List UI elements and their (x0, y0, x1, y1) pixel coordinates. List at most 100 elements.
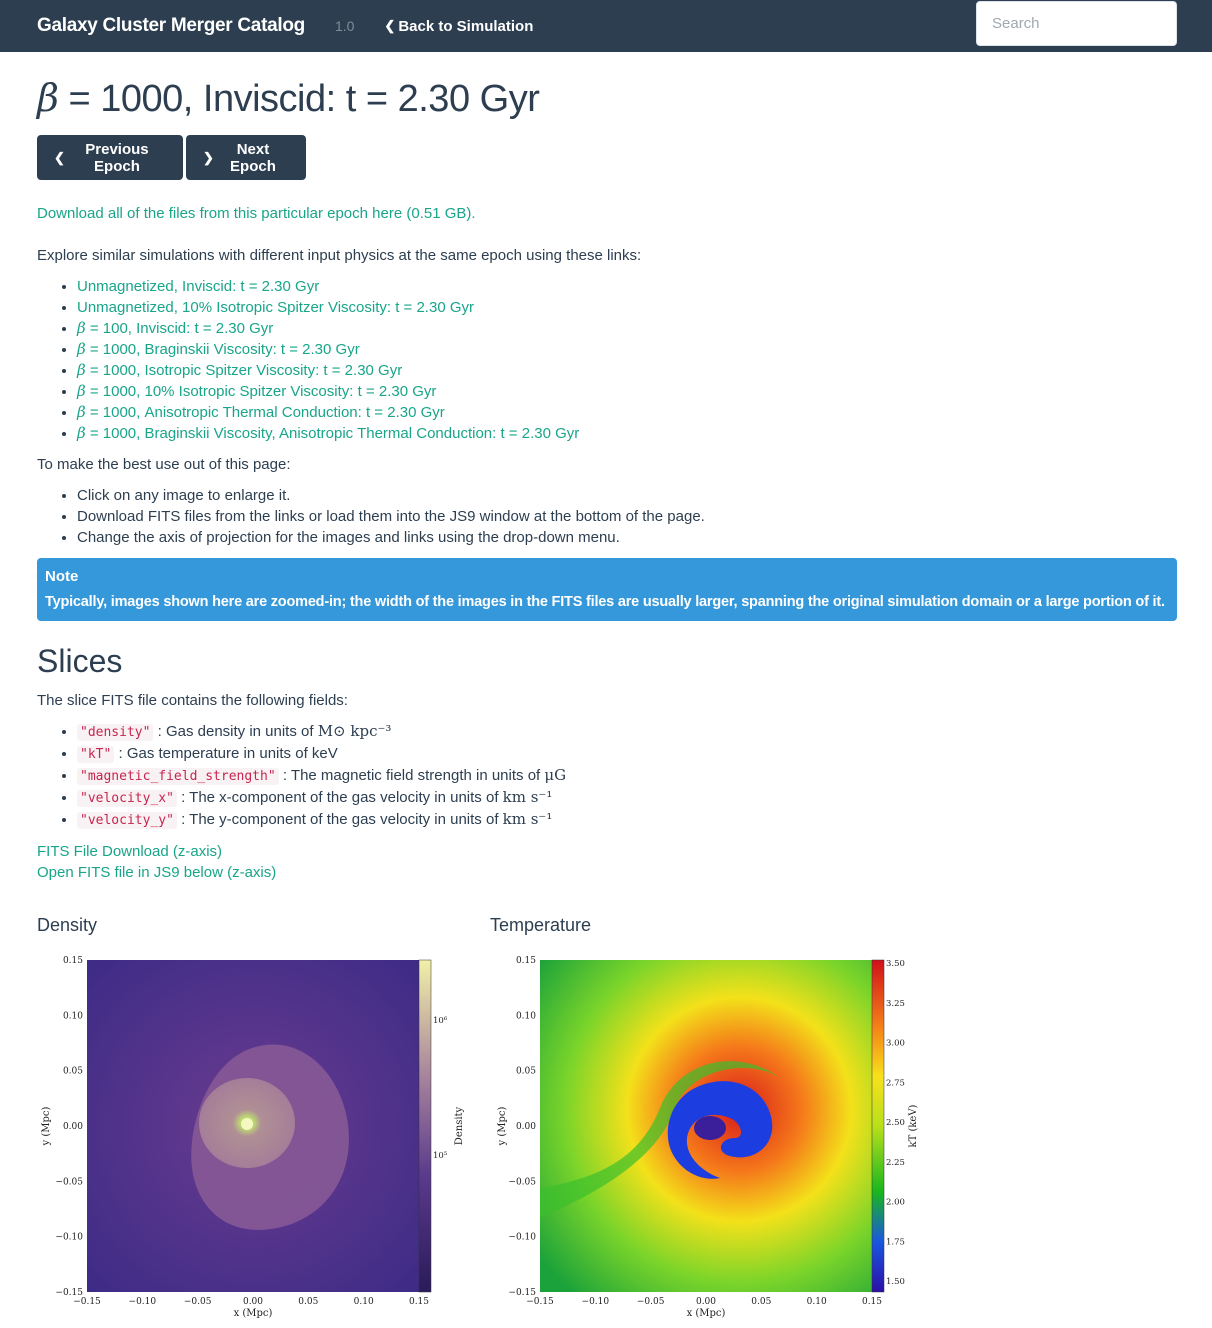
note-box: Note Typically, images shown here are zo… (37, 558, 1177, 621)
chevron-left-icon: ❮ (54, 149, 65, 165)
top-navbar: Galaxy Cluster Merger Catalog 1.0 ❮ Back… (0, 0, 1212, 52)
density-y-tick: 0.10 (63, 1011, 83, 1021)
density-title: Density (37, 915, 98, 935)
slices-intro: The slice FITS file contains the followi… (37, 692, 348, 709)
temperature-panel[interactable]: Temperature (490, 908, 940, 1328)
temperature-colorbar-tick: 3.00 (886, 1039, 905, 1049)
similar-simulation-link[interactable]: β = 1000, Braginskii Viscosity, Anisotro… (77, 424, 580, 442)
field-description: : Gas temperature in units of keV (114, 745, 338, 762)
temperature-colorbar-tick: 2.50 (886, 1118, 905, 1128)
tip-item: Download FITS files from the links or lo… (77, 506, 1177, 527)
temperature-colorbar-tick: 2.00 (886, 1198, 905, 1208)
similar-simulations-list: Unmagnetized, Inviscid: t = 2.30 Gyr Unma… (37, 276, 1177, 444)
search-input[interactable] (976, 1, 1177, 46)
tip-item: Change the axis of projection for the im… (77, 527, 1177, 548)
similar-simulation-item: β = 1000, Isotropic Spitzer Viscosity: t… (77, 360, 1177, 381)
similar-simulation-item: β = 1000, Braginskii Viscosity, Anisotro… (77, 423, 1177, 444)
density-x-tick: −0.15 (73, 1297, 101, 1307)
field-code: "velocity_x" (77, 790, 177, 807)
field-code: "velocity_y" (77, 812, 177, 829)
density-y-tick: 0.00 (63, 1122, 83, 1132)
similar-simulation-item: β = 1000, Braginskii Viscosity: t = 2.30… (77, 339, 1177, 360)
density-y-tick: −0.05 (55, 1177, 83, 1187)
temperature-cold-front (667, 1081, 773, 1179)
temperature-plot: −0.15 −0.10 −0.05 0.00 0.05 0.10 0.15 0.15 0.10… (497, 956, 919, 1319)
density-ylabel: y (Mpc) (41, 1106, 52, 1146)
temperature-colorbar-tick: 1.75 (886, 1237, 905, 1247)
similar-simulation-item: Unmagnetized, 10% Isotropic Spitzer Visc… (77, 297, 1177, 318)
field-item: "kT" : Gas temperature in units of keV (77, 743, 1177, 765)
temperature-x-tick: 0.10 (807, 1297, 827, 1307)
back-to-simulation-link[interactable]: ❮ Back to Simulation (384, 18, 533, 35)
field-item: "velocity_x" : The x-component of the ga… (77, 787, 1177, 809)
field-item: "magnetic_field_strength" : The magnetic… (77, 765, 1177, 787)
temperature-ylabel: y (Mpc) (497, 1106, 508, 1146)
temperature-y-tick: 0.00 (516, 1122, 536, 1132)
field-description: : The y-component of the gas velocity in… (176, 811, 503, 828)
similar-simulation-item: β = 100, Inviscid: t = 2.30 Gyr (77, 318, 1177, 339)
temperature-title: Temperature (490, 915, 592, 935)
temperature-x-tick: 0.15 (862, 1297, 882, 1307)
density-peak (241, 1118, 253, 1130)
similar-simulation-link[interactable]: β = 1000, 10% Isotropic Spitzer Viscosit… (77, 382, 437, 400)
brand-link[interactable]: Galaxy Cluster Merger Catalog (37, 15, 305, 36)
density-x-tick: 0.00 (243, 1297, 263, 1307)
field-units: M⊙ kpc⁻³ (317, 722, 392, 740)
field-code: "density" (77, 724, 154, 741)
temperature-x-tick: 0.05 (751, 1297, 771, 1307)
field-description: : Gas density in units of (153, 723, 318, 740)
temperature-x-tick: −0.10 (582, 1297, 610, 1307)
temperature-colorbar-tick: 2.75 (886, 1078, 905, 1088)
similar-simulation-link[interactable]: β = 100, Inviscid: t = 2.30 Gyr (77, 319, 274, 337)
density-colorbar (418, 959, 432, 1293)
main-content: β = 1000, Inviscid: t = 2.30 Gyr ❮ Previ… (0, 76, 1212, 1328)
best-use-text: To make the best use out of this page: (37, 456, 291, 473)
next-epoch-button[interactable]: ❯ Next Epoch (186, 135, 306, 180)
temperature-x-tick: −0.05 (637, 1297, 665, 1307)
fits-download-link[interactable]: FITS File Download (z-axis) (37, 843, 223, 860)
temperature-colorbar (871, 959, 885, 1293)
back-link-label: Back to Simulation (398, 17, 534, 35)
temperature-x-tick: 0.00 (696, 1297, 716, 1307)
similar-simulation-link[interactable]: Unmagnetized, 10% Isotropic Spitzer Visc… (77, 299, 474, 316)
temperature-y-tick: 0.15 (516, 956, 536, 966)
temperature-colorbar-tick: 3.25 (886, 999, 905, 1009)
temperature-y-tick: −0.05 (508, 1177, 536, 1187)
similar-simulation-link[interactable]: Unmagnetized, Inviscid: t = 2.30 Gyr (77, 278, 320, 295)
temperature-y-tick: −0.10 (508, 1233, 536, 1243)
density-cbar-label: Density (454, 1106, 465, 1145)
similar-simulation-item: β = 1000, Anisotropic Thermal Conduction… (77, 402, 1177, 423)
tip-item: Click on any image to enlarge it. (77, 485, 1177, 506)
similar-simulation-link[interactable]: β = 1000, Anisotropic Thermal Conduction… (77, 403, 445, 421)
temperature-colorbar-tick: 1.50 (886, 1277, 905, 1287)
density-y-tick: 0.15 (63, 956, 83, 966)
density-y-tick: −0.15 (55, 1288, 83, 1298)
field-item: "density" : Gas density in units of M⊙ k… (77, 721, 1177, 743)
temperature-x-tick: −0.15 (526, 1297, 554, 1307)
fits-js9-link[interactable]: Open FITS file in JS9 below (z-axis) (37, 864, 277, 881)
previous-epoch-button[interactable]: ❮ Previous Epoch (37, 135, 183, 180)
field-code: "kT" (77, 746, 115, 763)
similar-simulation-link[interactable]: β = 1000, Isotropic Spitzer Viscosity: t… (77, 361, 403, 379)
density-x-tick: 0.15 (409, 1297, 429, 1307)
field-description: : The magnetic field strength in units o… (278, 767, 545, 784)
temperature-colorbar-tick: 3.50 (886, 959, 905, 969)
temperature-y-tick: 0.10 (516, 1011, 536, 1021)
temperature-green-band (540, 1061, 780, 1218)
density-x-tick: −0.05 (184, 1297, 212, 1307)
density-colorbar-tick: 10⁶ (433, 1016, 448, 1026)
chevron-right-icon: ❯ (203, 149, 214, 165)
density-y-tick: −0.10 (55, 1233, 83, 1243)
fields-list: "density" : Gas density in units of M⊙ k… (37, 721, 1177, 831)
similar-simulation-item: β = 1000, 10% Isotropic Spitzer Viscosit… (77, 381, 1177, 402)
density-x-tick: 0.05 (298, 1297, 318, 1307)
density-colorbar-tick: 10⁵ (433, 1151, 448, 1161)
download-all-link[interactable]: Download all of the files from this part… (37, 205, 476, 222)
similar-simulation-link[interactable]: β = 1000, Braginskii Viscosity: t = 2.30… (77, 340, 360, 358)
density-panel[interactable]: Density (37, 908, 487, 1328)
slice-plots: Density (37, 908, 1177, 1328)
slices-heading: Slices (37, 643, 123, 679)
density-y-tick: 0.05 (63, 1067, 83, 1077)
temperature-y-tick: −0.15 (508, 1288, 536, 1298)
temperature-core (694, 1116, 726, 1140)
